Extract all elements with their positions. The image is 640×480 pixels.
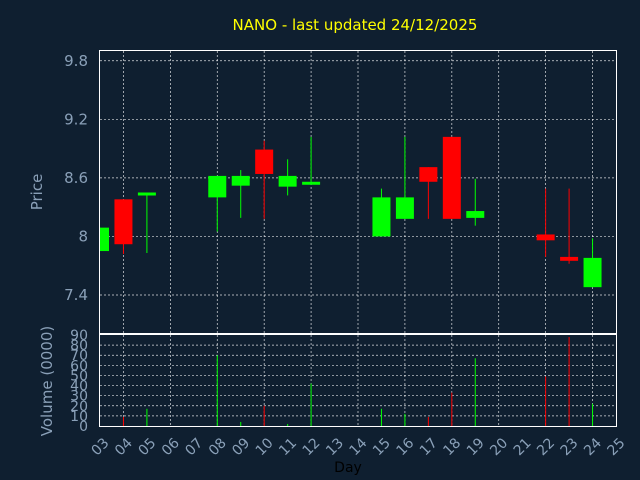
candle-body bbox=[395, 197, 414, 219]
volume-y-tick-label: 30 bbox=[70, 389, 88, 405]
x-tick-label: 10 bbox=[253, 435, 277, 459]
x-tick-label: 16 bbox=[393, 435, 417, 459]
x-tick-label: 13 bbox=[323, 435, 347, 459]
candle-body bbox=[100, 227, 109, 252]
volume-y-tick-label: 70 bbox=[70, 348, 88, 364]
price-y-ticks: 7.4 8 8.6 9.2 9.8 bbox=[64, 52, 88, 304]
x-tick-label: 12 bbox=[300, 435, 324, 459]
candle-body bbox=[536, 234, 555, 241]
chart-title: NANO - last updated 24/12/2025 bbox=[233, 16, 478, 34]
x-tick-label: 07 bbox=[182, 435, 206, 459]
candle-body bbox=[419, 167, 438, 182]
volume-panel-frame bbox=[99, 334, 617, 427]
price-y-tick-label: 7.4 bbox=[64, 286, 88, 304]
x-tick-label: 23 bbox=[558, 435, 582, 459]
volume-y-tick-label: 50 bbox=[70, 368, 88, 384]
price-candles bbox=[100, 136, 602, 288]
x-tick-label: 11 bbox=[276, 435, 300, 459]
x-tick-label: 03 bbox=[89, 435, 113, 459]
price-y-tick-label: 9.8 bbox=[64, 52, 88, 70]
candle-body bbox=[466, 211, 485, 218]
x-tick-label: 04 bbox=[112, 435, 136, 459]
x-axis-label: Day bbox=[334, 460, 362, 476]
x-tick-label: 05 bbox=[135, 435, 159, 459]
candle-body bbox=[302, 181, 321, 185]
volume-bars bbox=[122, 337, 594, 426]
x-tick-label: 24 bbox=[581, 435, 605, 459]
candle-body bbox=[114, 199, 133, 245]
x-tick-label: 18 bbox=[440, 435, 464, 459]
x-tick-label: 21 bbox=[511, 435, 535, 459]
volume-axis-label: Volume (0000) bbox=[38, 326, 56, 436]
volume-y-tick-label: 40 bbox=[70, 379, 88, 395]
volume-grid bbox=[100, 335, 616, 426]
price-panel-frame bbox=[99, 50, 617, 334]
volume-y-tick-label: 10 bbox=[70, 409, 88, 425]
price-wicks bbox=[99, 136, 594, 288]
x-tick-label: 14 bbox=[347, 435, 371, 459]
candle-body bbox=[255, 149, 274, 174]
x-tick-label: 25 bbox=[605, 435, 629, 459]
x-tick-label: 22 bbox=[534, 435, 558, 459]
price-y-tick-label: 8.6 bbox=[64, 169, 88, 187]
volume-y-tick-label: 20 bbox=[70, 399, 88, 415]
x-tick-label: 08 bbox=[206, 435, 230, 459]
candle-body bbox=[278, 175, 297, 187]
price-y-tick-label: 8 bbox=[78, 227, 88, 245]
x-tick-label: 20 bbox=[487, 435, 511, 459]
x-tick-label: 17 bbox=[417, 435, 441, 459]
volume-y-tick-label: 0 bbox=[79, 419, 88, 435]
volume-y-tick-label: 90 bbox=[70, 328, 88, 344]
candle-body bbox=[231, 175, 250, 186]
candle-body bbox=[372, 197, 391, 237]
volume-y-tick-label: 80 bbox=[70, 338, 88, 354]
candle-body bbox=[442, 136, 461, 219]
x-tick-label: 09 bbox=[229, 435, 253, 459]
candle-body bbox=[583, 257, 602, 288]
candle-body bbox=[208, 175, 227, 198]
x-tick-label: 19 bbox=[464, 435, 488, 459]
volume-y-tick-label: 60 bbox=[70, 358, 88, 374]
x-axis-ticks: 03 04 05 06 07 08 09 10 11 12 13 14 15 16 17 18 19 20 21 22… bbox=[89, 435, 629, 459]
x-tick-label: 06 bbox=[159, 435, 183, 459]
price-grid bbox=[100, 51, 616, 334]
price-axis-label: Price bbox=[28, 174, 46, 211]
price-y-tick-label: 9.2 bbox=[64, 110, 88, 128]
x-tick-label: 15 bbox=[370, 435, 394, 459]
candle-body bbox=[137, 192, 156, 196]
candle-body bbox=[560, 256, 579, 261]
